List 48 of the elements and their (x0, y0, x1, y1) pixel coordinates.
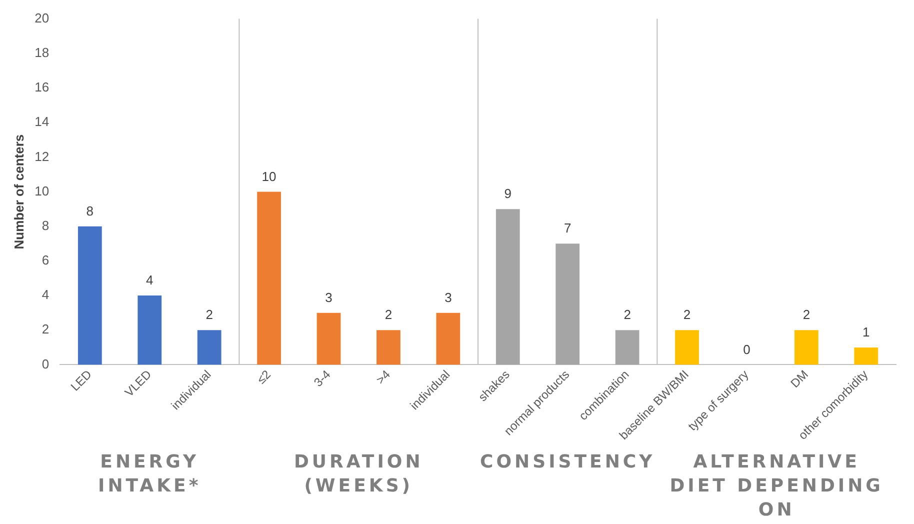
x-tick-label: ≤2 (254, 367, 274, 387)
y-tick-label: 18 (34, 44, 50, 60)
y-tick-label: 10 (34, 183, 50, 198)
data-label: 10 (262, 168, 276, 184)
y-tick-label: 16 (34, 80, 50, 95)
y-tick-label: 6 (42, 252, 50, 268)
y-tick-label: 2 (42, 322, 50, 337)
y-axis-title: Number of centers (11, 134, 26, 250)
bar (376, 330, 400, 365)
bar (496, 209, 520, 365)
bar (615, 330, 640, 365)
bar (257, 192, 281, 365)
x-tick-label: >4 (373, 367, 394, 387)
text: CONSISTENCY (480, 452, 656, 473)
bar (78, 226, 102, 365)
bar (556, 244, 580, 365)
text: DURATION (WEEKS) (294, 452, 424, 497)
data-label: 2 (683, 307, 691, 322)
y-tick-label: 8 (42, 218, 50, 233)
data-label: 3 (325, 290, 332, 305)
y-tick-label: 14 (34, 114, 50, 130)
x-tick-label: 3-4 (311, 367, 334, 390)
data-label: 8 (86, 203, 94, 218)
data-label: 3 (444, 290, 452, 305)
data-label: 7 (564, 220, 572, 236)
bar (675, 330, 699, 365)
data-label: 1 (862, 324, 870, 340)
data-label: 4 (146, 272, 154, 288)
text: ENERGY INTAKE* (98, 452, 202, 497)
bar (138, 296, 162, 365)
data-label: 2 (624, 307, 631, 322)
data-label: 9 (504, 186, 512, 202)
bar (197, 330, 222, 365)
y-tick-label: 4 (42, 287, 50, 302)
text: ALTERNATIVE DIET DEPENDING ON (670, 452, 884, 521)
data-label: 0 (743, 342, 750, 357)
data-label: 2 (384, 307, 392, 322)
data-label: 2 (206, 307, 213, 322)
y-tick-label: 20 (34, 10, 50, 26)
x-tick-label: DM (788, 367, 811, 390)
data-label: 2 (802, 307, 810, 322)
x-tick-label: LED (68, 367, 95, 394)
bar (316, 312, 341, 365)
bar (854, 347, 878, 365)
bar (794, 330, 818, 365)
y-tick-label: 0 (42, 356, 50, 372)
bar (436, 312, 460, 365)
y-tick-label: 12 (34, 148, 50, 164)
